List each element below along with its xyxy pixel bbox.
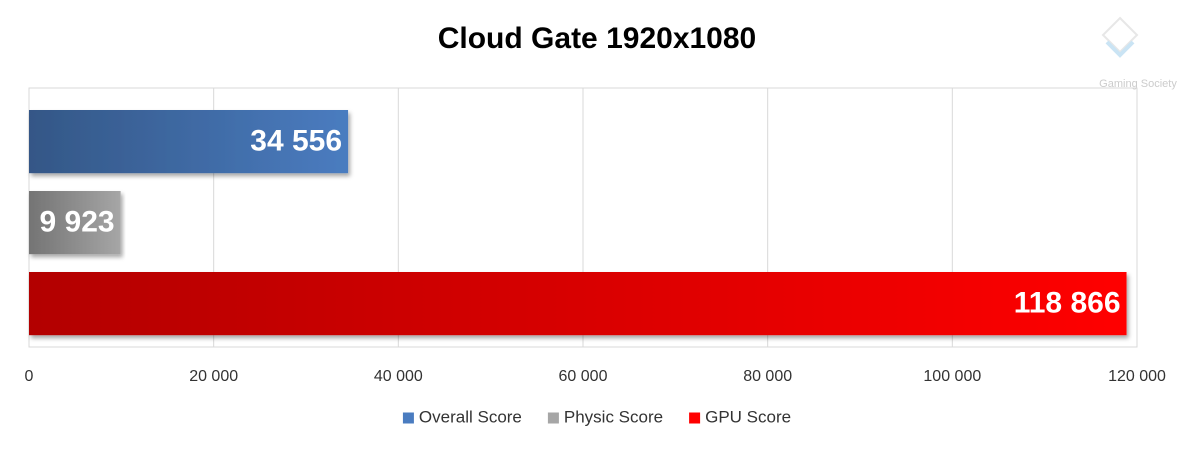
x-tick-label: 100 000 xyxy=(923,368,981,385)
legend-swatch xyxy=(689,412,701,424)
legend-swatch xyxy=(547,412,559,424)
value-label: 118 866 xyxy=(1014,287,1121,320)
x-tick-label: 0 xyxy=(25,368,34,385)
watermark: Gaming Society xyxy=(1099,78,1177,90)
legend-label: Physic Score xyxy=(564,407,663,426)
legend-swatch xyxy=(402,412,414,424)
x-tick-label: 80 000 xyxy=(743,368,792,385)
legend-label: GPU Score xyxy=(705,407,791,426)
bar xyxy=(29,110,349,174)
bar xyxy=(29,191,121,255)
x-tick-label: 20 000 xyxy=(189,368,238,385)
x-tick-label: 120 000 xyxy=(1108,368,1166,385)
bar xyxy=(29,272,1127,336)
watermark-logo xyxy=(1101,16,1139,58)
chart-title: Cloud Gate 1920x1080 xyxy=(438,22,757,55)
value-label: 34 556 xyxy=(250,125,342,158)
x-tick-label: 40 000 xyxy=(374,368,423,385)
x-tick-label: 60 000 xyxy=(559,368,608,385)
legend-label: Overall Score xyxy=(419,407,522,426)
value-label: 9 923 xyxy=(40,206,115,239)
